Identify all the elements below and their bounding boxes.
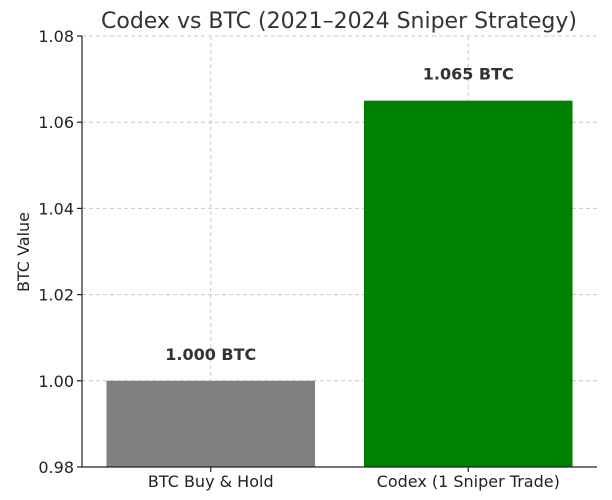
y-tick-label: 0.98: [38, 458, 74, 477]
y-ticks: 0.98 1.00 1.02 1.04 1.06 1.08: [38, 27, 82, 477]
x-tick-label: Codex (1 Sniper Trade): [377, 472, 560, 491]
x-tick-label: BTC Buy & Hold: [148, 472, 274, 491]
bars: [106, 100, 573, 468]
bar-data-label: 1.000 BTC: [165, 345, 256, 364]
bar-data-label: 1.065 BTC: [423, 65, 514, 84]
y-axis-label: BTC Value: [14, 212, 33, 292]
axes: [81, 36, 597, 468]
chart-title: Codex vs BTC (2021–2024 Sniper Strategy): [101, 9, 577, 34]
x-ticks: BTC Buy & Hold Codex (1 Sniper Trade): [148, 467, 560, 491]
bar: [106, 380, 316, 467]
data-labels: 1.000 BTC 1.065 BTC: [165, 65, 514, 364]
y-tick-label: 1.06: [38, 113, 74, 132]
bar: [363, 100, 573, 468]
y-tick-label: 1.08: [38, 27, 74, 46]
y-tick-label: 1.02: [38, 286, 74, 305]
y-tick-label: 1.04: [38, 199, 74, 218]
y-tick-label: 1.00: [38, 372, 74, 391]
